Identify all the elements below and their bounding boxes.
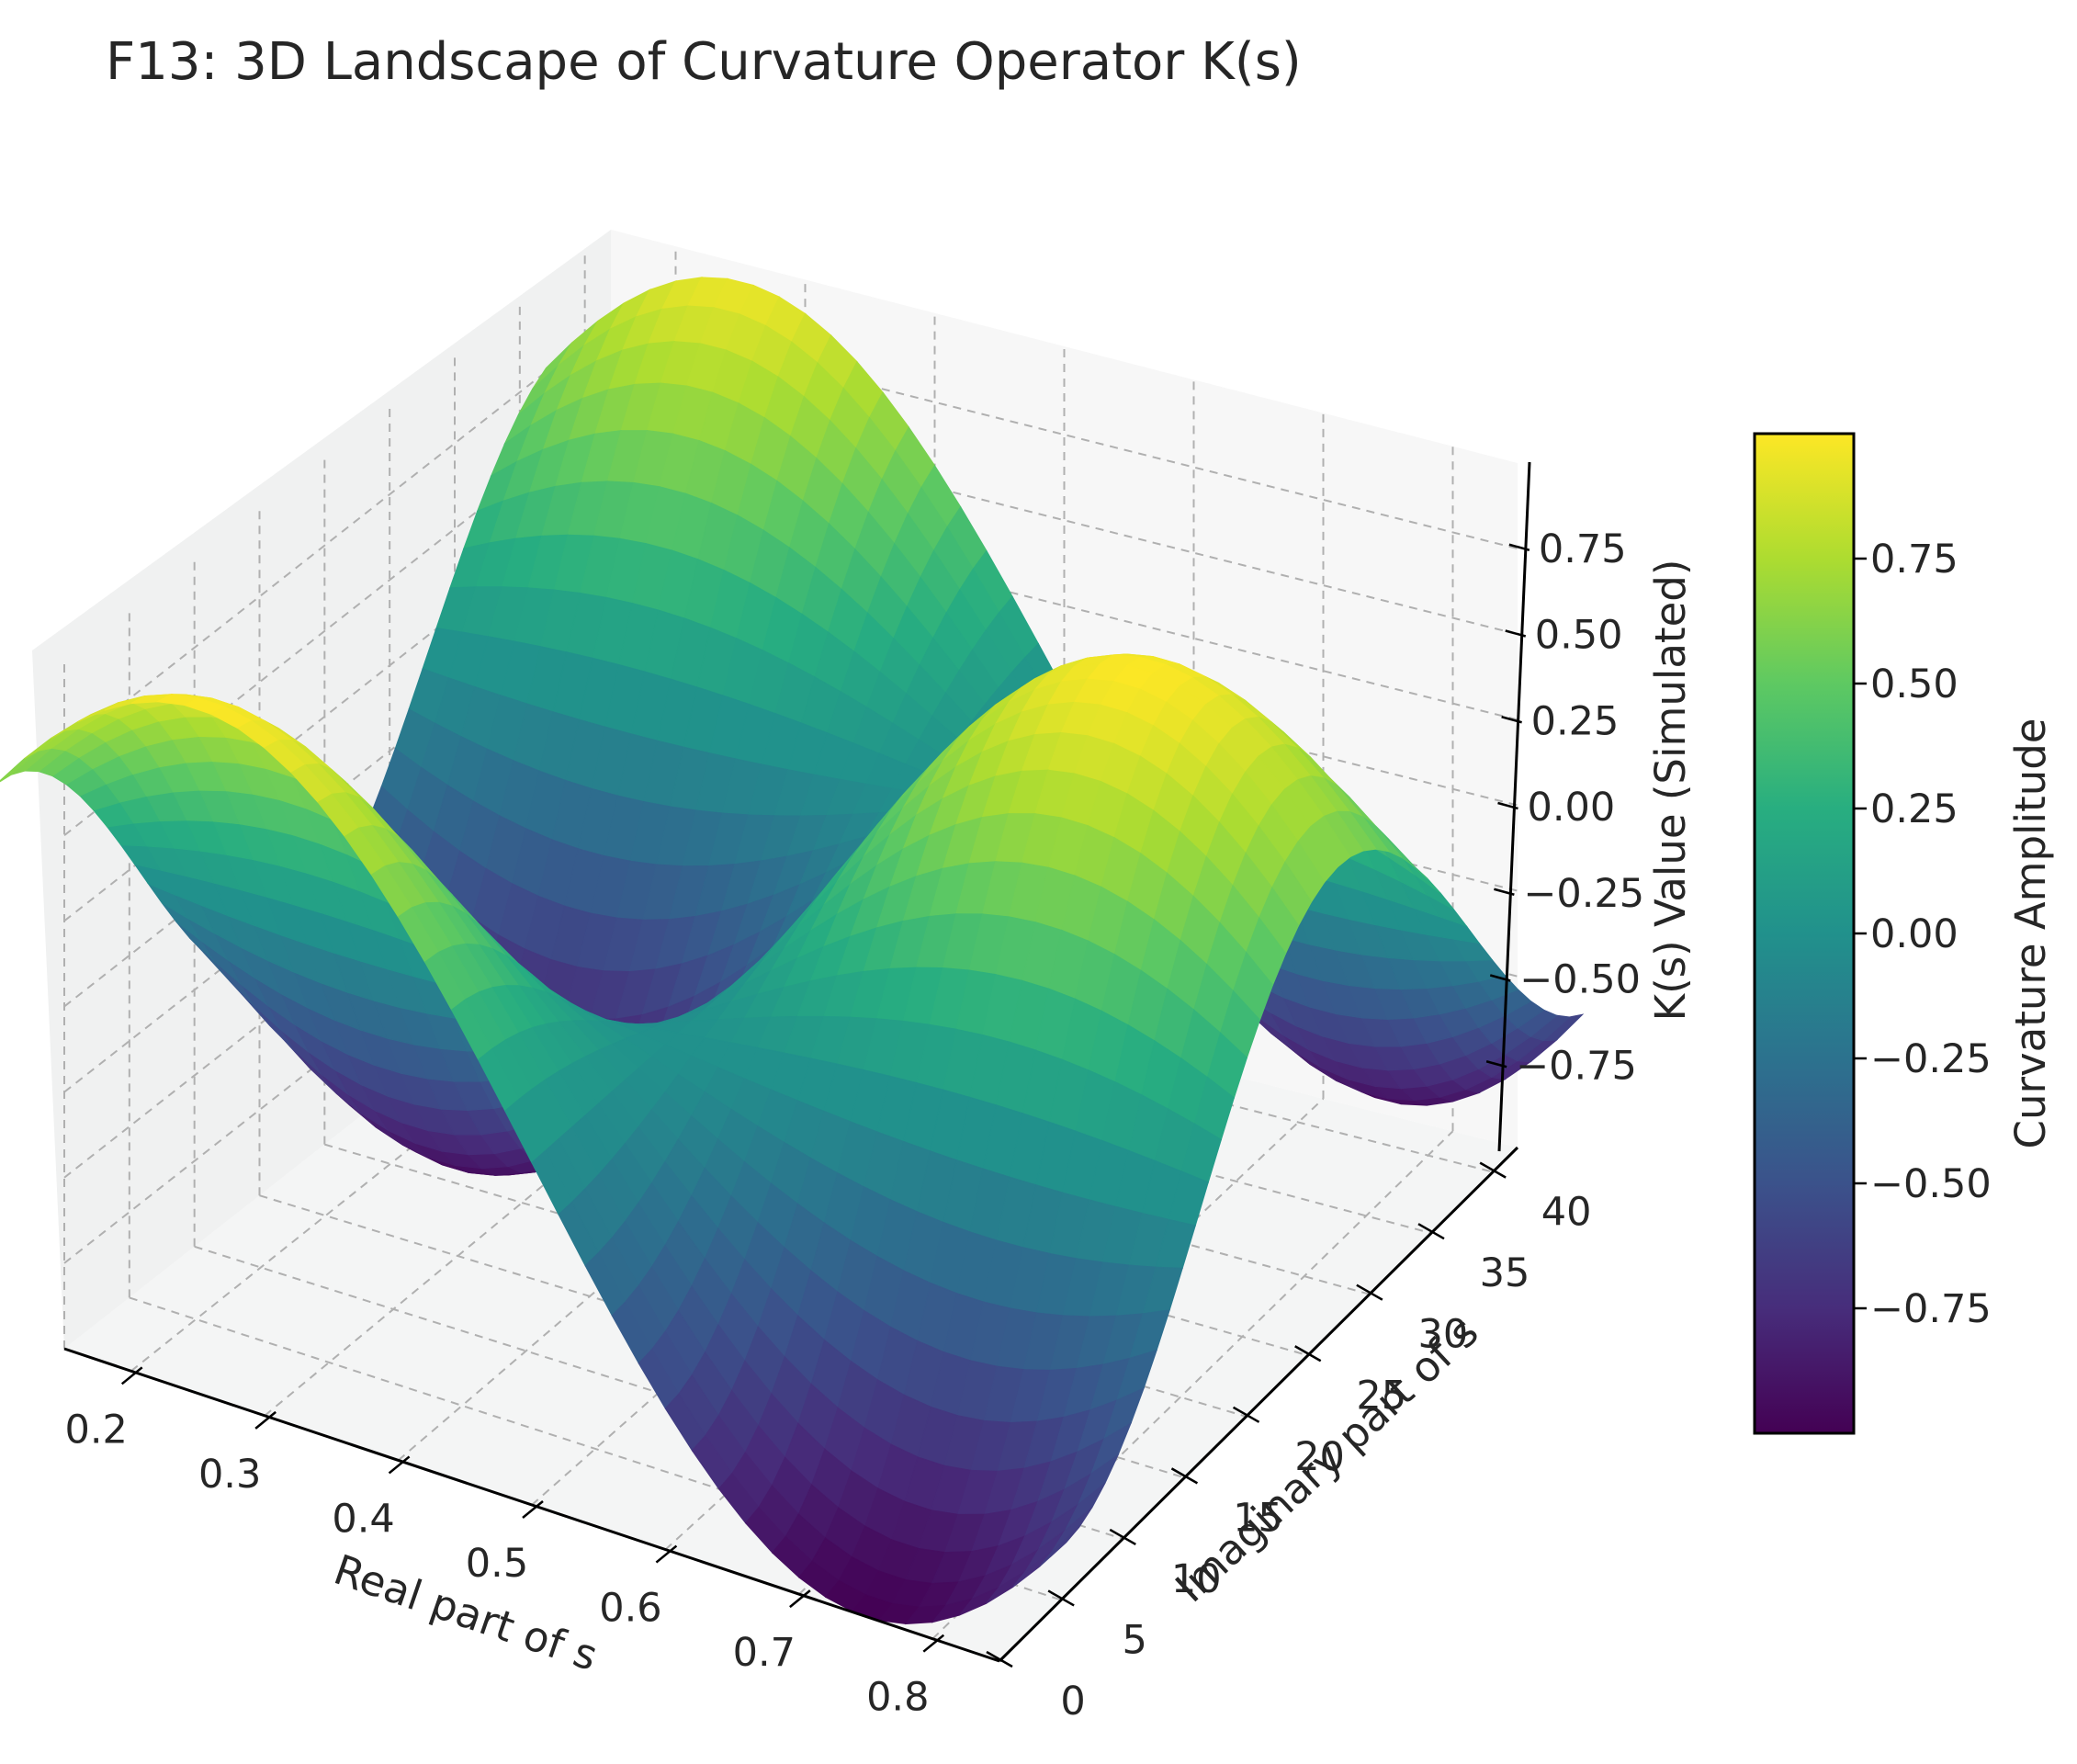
x-tick-label: 0.7 xyxy=(733,1630,796,1676)
z-tick-label: 0.50 xyxy=(1535,613,1623,659)
x-tick-mark xyxy=(388,1455,411,1475)
x-tick-mark xyxy=(254,1410,277,1430)
x-tick-label: 0.2 xyxy=(65,1407,128,1453)
y-tick-mark xyxy=(1047,1589,1075,1607)
colorbar-tick-label: −0.25 xyxy=(1870,1036,1992,1082)
z-axis-label: K(s) Value (Simulated) xyxy=(1646,560,1695,1022)
colorbar-tick-label: 0.50 xyxy=(1870,662,1958,707)
y-tick-mark xyxy=(1479,1161,1507,1179)
y-tick-mark xyxy=(1170,1467,1199,1485)
z-tick-mark xyxy=(1485,1060,1507,1069)
y-tick-label: 15 xyxy=(1233,1495,1283,1541)
z-tick-mark xyxy=(1508,543,1530,551)
colorbar-tick-label: −0.50 xyxy=(1870,1161,1992,1207)
gridline-z xyxy=(610,405,1518,636)
colorbar-tick-label: 0.00 xyxy=(1870,911,1958,957)
gridline-z xyxy=(610,576,1518,807)
y-tick-label: 30 xyxy=(1417,1312,1468,1358)
colorbar-tick-label: −0.75 xyxy=(1870,1286,1992,1332)
colorbar-ticks: −0.75 −0.50 −0.25 0.00 0.25 0.50 0.75 xyxy=(1854,537,1992,1332)
y-tick-label: 35 xyxy=(1480,1250,1530,1296)
chart-title: F13: 3D Landscape of Curvature Operator … xyxy=(106,32,1302,92)
z-tick-mark xyxy=(1505,629,1527,638)
y-tick-mark xyxy=(986,1650,1013,1668)
x-tick-label: 0.3 xyxy=(198,1452,261,1498)
y-tick-mark xyxy=(1356,1283,1383,1301)
y-tick-label: 40 xyxy=(1541,1190,1592,1236)
colorbar-tick-label: 0.75 xyxy=(1870,537,1958,582)
colorbar-label: Curvature Amplitude xyxy=(2006,718,2055,1149)
colorbar xyxy=(1753,432,1856,1435)
y-tick-mark xyxy=(1109,1528,1136,1545)
x-tick-label: 0.4 xyxy=(332,1496,394,1542)
z-tick-label: 0.00 xyxy=(1528,785,1616,831)
z-tick-label: 0.75 xyxy=(1539,526,1627,572)
x-tick-mark xyxy=(655,1544,678,1564)
z-tick-mark xyxy=(1501,716,1522,724)
z-tick-mark xyxy=(1489,974,1511,982)
y-axis-line xyxy=(998,1146,1519,1663)
x-tick-label: 0.8 xyxy=(866,1675,929,1721)
x-tick-label: 0.5 xyxy=(466,1541,528,1587)
y-tick-mark xyxy=(1232,1406,1260,1423)
x-axis-line xyxy=(63,1347,1000,1663)
z-axis-ticks: −0.75 −0.50 −0.25 0.00 0.25 0.50 0.75 xyxy=(1485,526,1644,1089)
gridline-z xyxy=(610,320,1518,550)
gridline-y xyxy=(584,939,1494,1173)
y-tick-label: 25 xyxy=(1356,1373,1406,1419)
z-tick-label: −0.50 xyxy=(1519,957,1641,1003)
y-tick-label: 10 xyxy=(1171,1556,1222,1602)
x-tick-mark xyxy=(789,1589,811,1609)
z-tick-label: 0.25 xyxy=(1531,698,1620,744)
y-tick-mark xyxy=(1294,1345,1322,1363)
y-tick-mark xyxy=(1417,1223,1445,1240)
y-tick-label: 5 xyxy=(1122,1617,1146,1663)
x-tick-label: 0.6 xyxy=(599,1586,661,1632)
z-tick-label: −0.75 xyxy=(1516,1043,1637,1089)
x-tick-mark xyxy=(922,1634,945,1653)
y-tick-label: 0 xyxy=(1060,1679,1085,1724)
x-tick-mark xyxy=(120,1366,143,1385)
z-tick-label: −0.25 xyxy=(1523,871,1644,917)
surface-plot xyxy=(0,277,1585,1625)
z-tick-mark xyxy=(1494,888,1515,896)
colorbar-tick-label: 0.25 xyxy=(1870,786,1958,832)
gridline-z xyxy=(63,320,612,751)
y-tick-label: 20 xyxy=(1294,1434,1345,1480)
z-tick-mark xyxy=(1497,801,1518,810)
surface-facet xyxy=(1039,1526,1080,1567)
x-tick-mark xyxy=(522,1500,544,1519)
x-axis-ticks: 0.2 0.3 0.4 0.5 0.6 0.7 0.8 xyxy=(65,1366,945,1721)
gridline-z xyxy=(610,491,1518,721)
